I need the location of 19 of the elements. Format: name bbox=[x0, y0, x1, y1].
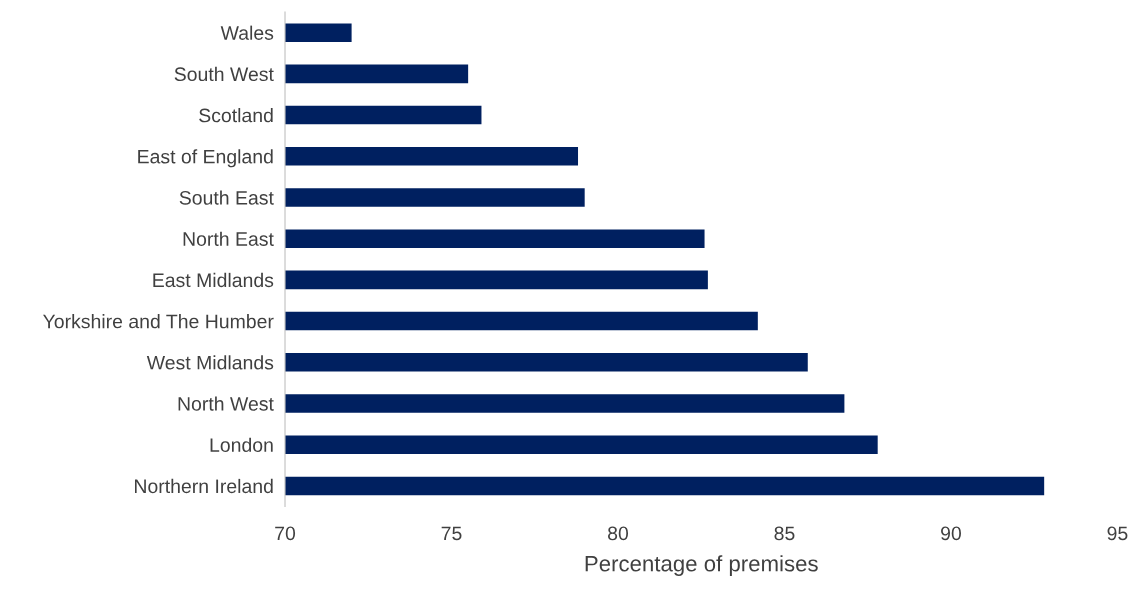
y-tick-label: South East bbox=[179, 190, 274, 205]
x-tick-label: 75 bbox=[441, 526, 462, 541]
y-tick-label: West Midlands bbox=[146, 355, 274, 370]
y-tick-label: North West bbox=[178, 396, 274, 411]
y-tick-label: East Midlands bbox=[153, 272, 274, 288]
x-tick-label: 70 bbox=[275, 526, 296, 541]
y-tick-label: Northern Ireland bbox=[135, 478, 273, 494]
y-tick-label: Yorkshire and The Humber bbox=[43, 314, 274, 329]
x-axis-title: Percentage of premises bbox=[585, 555, 818, 576]
y-tick-label: London bbox=[210, 437, 273, 452]
x-tick-label: 85 bbox=[774, 526, 795, 541]
x-tick-label: 90 bbox=[941, 526, 961, 541]
y-tick-label: East of England bbox=[138, 149, 273, 168]
y-tick-label: Wales bbox=[220, 25, 274, 40]
y-tick-label: North East bbox=[183, 231, 274, 246]
y-tick-label: South West bbox=[174, 66, 274, 82]
y-tick-label: Scotland bbox=[199, 108, 273, 123]
x-tick-label: 80 bbox=[608, 526, 629, 541]
x-tick-label: 95 bbox=[1107, 526, 1128, 541]
